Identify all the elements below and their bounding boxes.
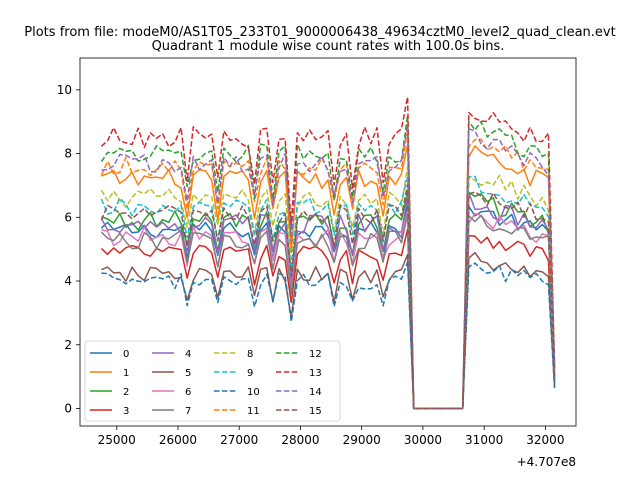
legend-label-1: 1 <box>123 368 129 379</box>
series-line-1 <box>101 143 556 410</box>
y-tick-label: 0 <box>64 401 72 415</box>
y-tick-label: 8 <box>64 147 72 161</box>
legend-label-3: 3 <box>123 406 129 417</box>
series-line-0 <box>100 202 556 410</box>
x-offset-label: +4.707e8 <box>517 455 576 469</box>
legend-label-13: 13 <box>309 368 322 379</box>
legend-label-4: 4 <box>185 349 191 360</box>
x-tick-label: 25000 <box>98 433 136 447</box>
series-line-12 <box>100 114 556 410</box>
x-axis: 25000 26000 27000 28000 29000 30000 31000 32000 <box>98 426 564 447</box>
series-line-15 <box>100 184 556 410</box>
x-tick-label: 26000 <box>159 433 197 447</box>
series-line-13 <box>100 96 556 410</box>
x-tick-label: 27000 <box>220 433 258 447</box>
x-tick-label: 28000 <box>281 433 319 447</box>
legend-label-0: 0 <box>123 349 129 360</box>
series-line-3 <box>100 228 556 410</box>
legend-label-5: 5 <box>185 368 191 379</box>
y-tick-label: 10 <box>57 83 72 97</box>
y-tick-label: 2 <box>64 338 72 352</box>
plot-area <box>79 57 577 427</box>
x-tick-label: 31000 <box>465 433 503 447</box>
legend-label-6: 6 <box>185 387 191 398</box>
figure-suptitle: Plots from file: modeM0/AS1T05_233T01_90… <box>24 25 615 40</box>
legend-label-7: 7 <box>185 406 191 417</box>
legend-label-8: 8 <box>247 349 253 360</box>
series-line-7 <box>100 213 556 410</box>
legend-frame <box>84 340 341 422</box>
series-group <box>100 96 556 410</box>
series-line-8 <box>100 165 556 410</box>
x-tick-label: 30000 <box>404 433 442 447</box>
series-line-4 <box>100 192 556 410</box>
y-tick-label: 4 <box>64 274 72 288</box>
series-line-9 <box>100 175 556 410</box>
legend-label-14: 14 <box>309 387 322 398</box>
y-axis: 0 2 4 6 8 10 <box>57 83 80 415</box>
legend-label-11: 11 <box>247 406 260 417</box>
legend-label-12: 12 <box>309 349 322 360</box>
series-line-14 <box>101 125 556 410</box>
legend-label-9: 9 <box>247 368 253 379</box>
series-line-5 <box>101 251 556 410</box>
x-tick-label: 29000 <box>343 433 381 447</box>
legend-label-2: 2 <box>123 387 129 398</box>
series-line-6 <box>101 209 556 410</box>
chart-title: Quadrant 1 module wise count rates with … <box>152 39 505 54</box>
legend-label-10: 10 <box>247 387 260 398</box>
y-tick-label: 6 <box>64 210 72 224</box>
axes-frame <box>79 57 577 427</box>
x-tick-label: 32000 <box>526 433 564 447</box>
legend-label-15: 15 <box>309 406 322 417</box>
